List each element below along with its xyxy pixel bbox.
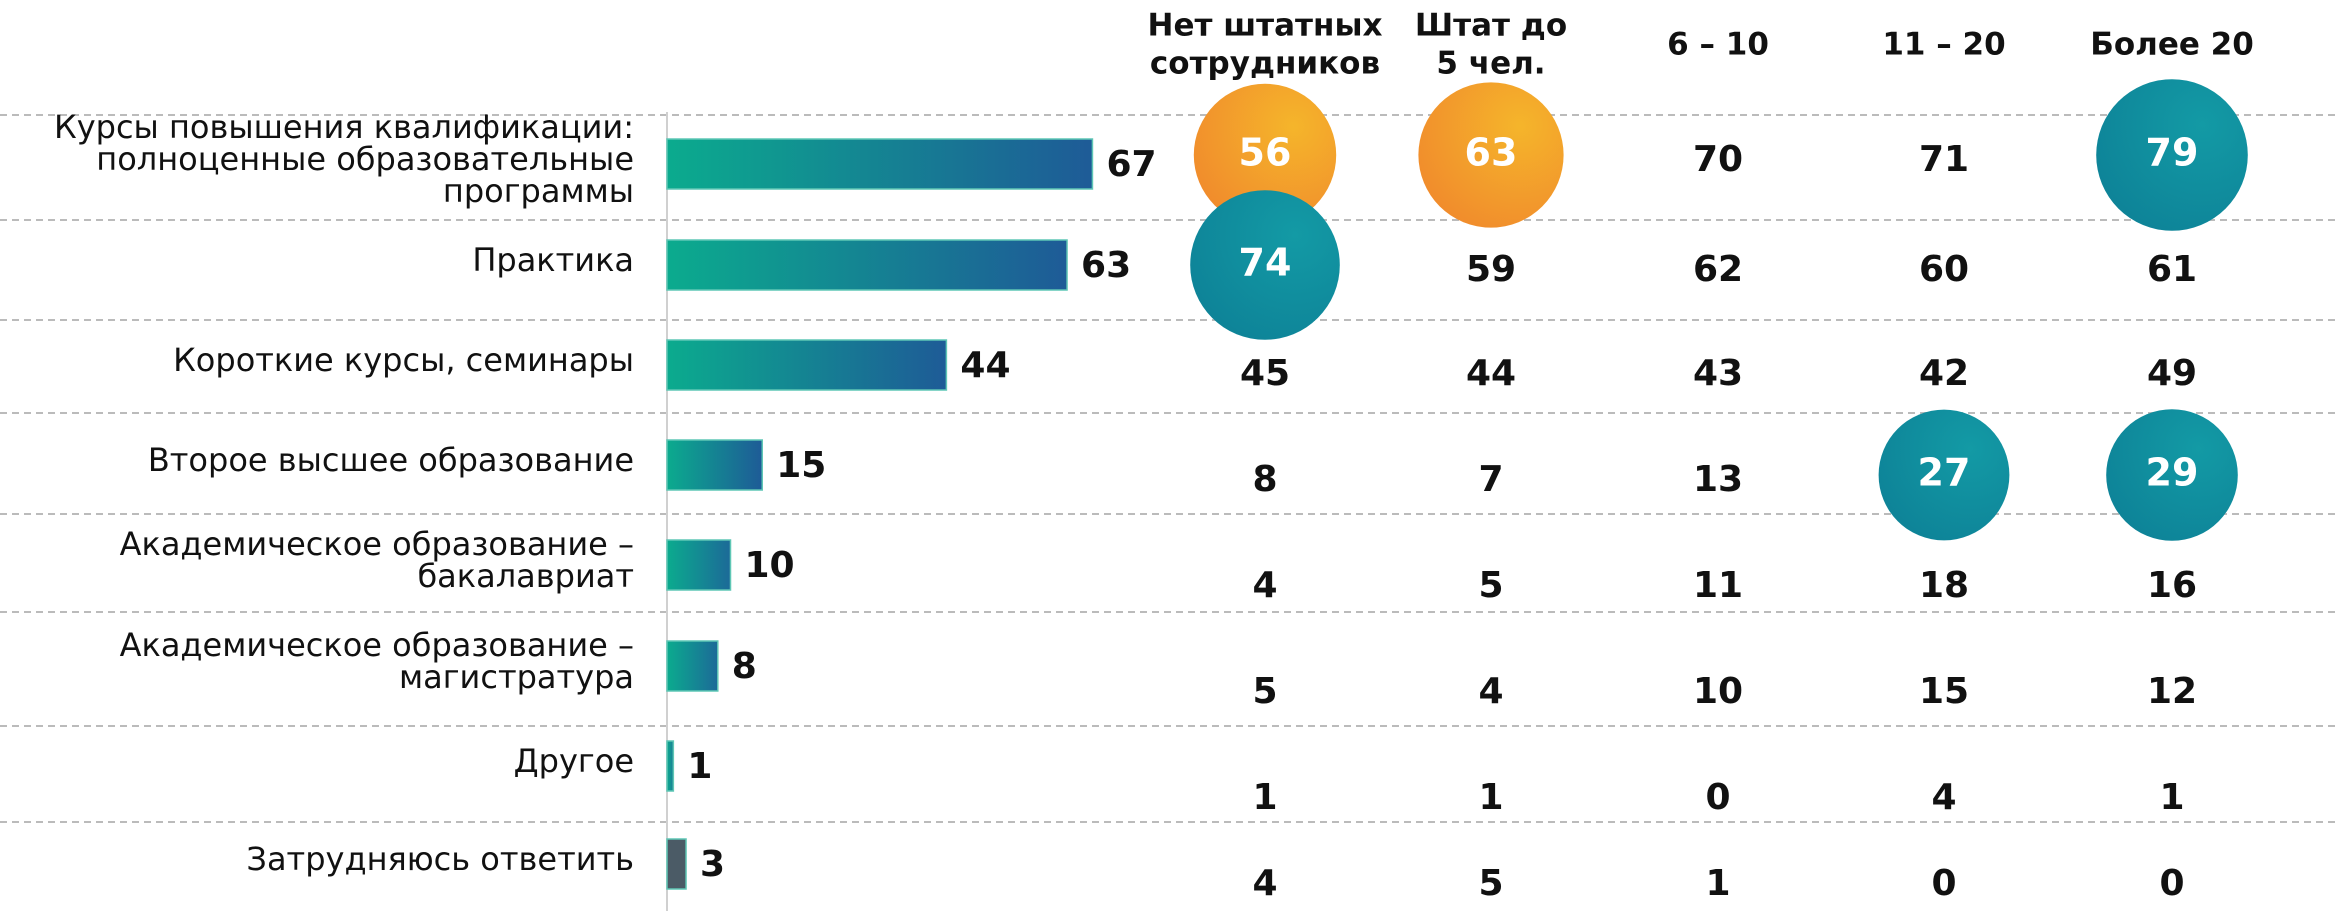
table-value: 0: [1931, 863, 1956, 904]
table-value: 1: [2159, 777, 2184, 818]
table-value: 71: [1919, 139, 1969, 180]
table-value: 60: [1919, 249, 1969, 290]
table-value: 74: [1239, 241, 1292, 285]
bar: [666, 138, 1094, 190]
table-value: 1: [1478, 777, 1503, 818]
bar: [666, 439, 763, 491]
bar: [666, 740, 675, 792]
bar-value-label: 3: [700, 844, 725, 885]
bar-value-label: 44: [960, 345, 1010, 386]
table-value: 0: [1705, 777, 1730, 818]
bar-value-label: 15: [776, 445, 826, 486]
table-value: 7: [1478, 459, 1503, 500]
highlight-circle: [1418, 82, 1564, 228]
table-value: 4: [1478, 671, 1503, 712]
table-value: 63: [1465, 131, 1518, 175]
bar-value-label: 8: [732, 646, 757, 687]
table-value: 44: [1466, 353, 1516, 394]
table-value: 49: [2147, 353, 2197, 394]
table-value: 8: [1252, 459, 1277, 500]
table-value: 15: [1919, 671, 1969, 712]
table-value: 70: [1693, 139, 1743, 180]
bar-value-label: 1: [687, 746, 712, 787]
bar: [666, 539, 732, 591]
table-value: 5: [1252, 671, 1277, 712]
category-label: Второе высшее образование: [148, 441, 634, 479]
category-label: Курсы повышения квалификации:: [54, 108, 634, 146]
highlight-circle: [1190, 190, 1340, 340]
bar-value-label: 63: [1081, 245, 1131, 286]
highlight-circle: [1193, 83, 1337, 227]
highlight-circle: [2096, 79, 2248, 231]
table-value: 1: [1252, 777, 1277, 818]
column-header: 11 – 20: [1882, 27, 2005, 63]
table-value: 5: [1478, 565, 1503, 606]
table-value: 10: [1693, 671, 1743, 712]
table-value: 62: [1693, 249, 1743, 290]
table-value: 11: [1693, 565, 1743, 606]
table-value: 16: [2147, 565, 2197, 606]
category-label: Затрудняюсь ответить: [246, 840, 634, 878]
table-value: 0: [2159, 863, 2184, 904]
table-value: 56: [1239, 131, 1292, 175]
table-value: 4: [1252, 863, 1277, 904]
table-value: 79: [2146, 131, 2199, 175]
bar: [666, 640, 719, 692]
table-value: 29: [2146, 451, 2199, 495]
column-header: 5 чел.: [1436, 46, 1545, 82]
category-label: магистратура: [399, 658, 634, 696]
category-label: Академическое образование –: [120, 525, 634, 563]
highlight-circle: [1878, 409, 2010, 541]
table-value: 42: [1919, 353, 1969, 394]
category-label: полноценные образовательные: [96, 140, 634, 178]
bar: [666, 339, 948, 391]
table-value: 59: [1466, 249, 1516, 290]
table-value: 5: [1478, 863, 1503, 904]
bar-value-label: 67: [1106, 144, 1156, 185]
table-value: 1: [1705, 863, 1730, 904]
highlight-circle: [2106, 409, 2238, 541]
column-header: сотрудников: [1150, 46, 1380, 82]
table-value: 18: [1919, 565, 1969, 606]
column-header: 6 – 10: [1667, 27, 1769, 63]
category-label: Практика: [472, 241, 634, 279]
category-label: программы: [443, 172, 634, 210]
column-header: Нет штатных: [1148, 8, 1383, 44]
bar-value-label: 10: [745, 545, 795, 586]
table-value: 45: [1240, 353, 1290, 394]
category-label: Академическое образование –: [120, 626, 634, 664]
table-value: 61: [2147, 249, 2197, 290]
category-label: Другое: [514, 742, 634, 780]
table-value: 4: [1252, 565, 1277, 606]
category-label: Короткие курсы, семинары: [173, 341, 634, 379]
table-value: 4: [1931, 777, 1956, 818]
category-label: бакалавриат: [417, 557, 634, 595]
table-value: 43: [1693, 353, 1743, 394]
bar: [666, 838, 687, 890]
table-value: 27: [1918, 451, 1971, 495]
table-value: 12: [2147, 671, 2197, 712]
column-header: Более 20: [2090, 27, 2254, 63]
table-value: 13: [1693, 459, 1743, 500]
bar: [666, 239, 1068, 291]
column-header: Штат до: [1415, 8, 1567, 44]
